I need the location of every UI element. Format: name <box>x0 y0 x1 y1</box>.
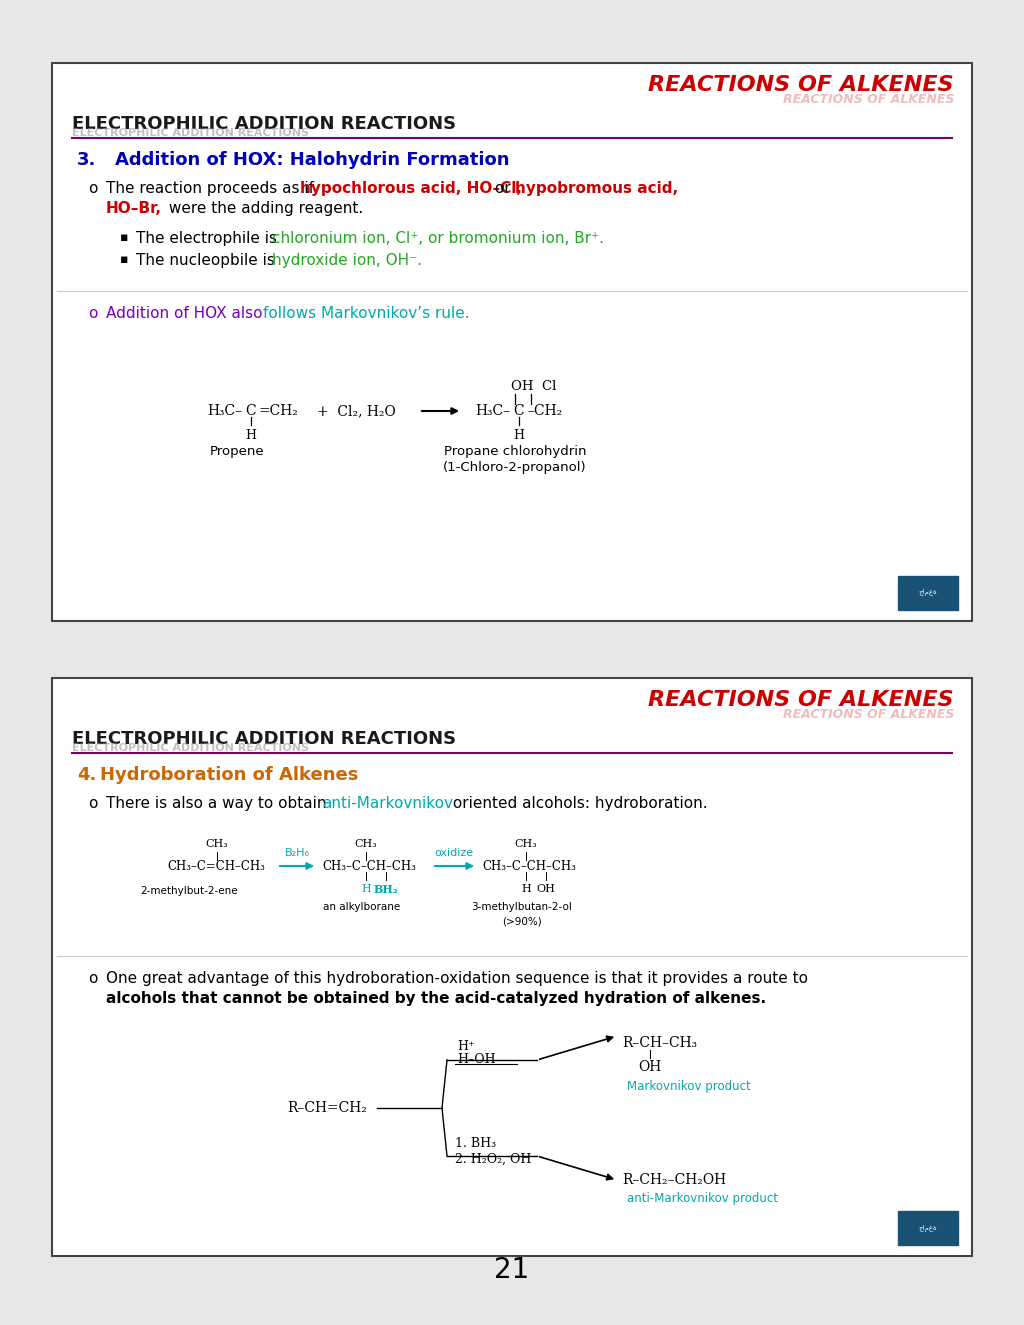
Text: 4.: 4. <box>77 766 96 784</box>
Text: CH₃: CH₃ <box>206 839 228 849</box>
Text: ELECTROPHILIC ADDITION REACTIONS: ELECTROPHILIC ADDITION REACTIONS <box>72 743 309 753</box>
Text: There is also a way to obtain: There is also a way to obtain <box>106 796 332 811</box>
Text: REACTIONS OF ALKENES: REACTIONS OF ALKENES <box>782 93 954 106</box>
Text: CH₃: CH₃ <box>354 839 378 849</box>
Text: REACTIONS OF ALKENES: REACTIONS OF ALKENES <box>648 76 954 95</box>
Text: CH₃–C–CH–CH₃: CH₃–C–CH–CH₃ <box>482 860 575 872</box>
Text: R–CH₂–CH₂OH: R–CH₂–CH₂OH <box>622 1173 726 1187</box>
Text: B₂H₆: B₂H₆ <box>285 848 309 859</box>
Text: R–CH=CH₂: R–CH=CH₂ <box>287 1101 367 1116</box>
Text: +  Cl₂, H₂O: + Cl₂, H₂O <box>317 404 395 417</box>
Text: oxidize: oxidize <box>434 848 473 859</box>
Text: H: H <box>246 429 256 443</box>
Text: Propene: Propene <box>210 445 264 458</box>
Text: 1. BH₃: 1. BH₃ <box>455 1137 496 1150</box>
Text: 2-methylbut-2-ene: 2-methylbut-2-ene <box>140 886 238 896</box>
Text: H₃C–: H₃C– <box>475 404 510 417</box>
Text: H–OH: H–OH <box>457 1053 496 1067</box>
Text: o: o <box>88 182 97 196</box>
Text: oriented alcohols: hydroboration.: oriented alcohols: hydroboration. <box>449 796 708 811</box>
Text: ▪: ▪ <box>120 231 128 244</box>
Text: follows Markovnikov’s rule.: follows Markovnikov’s rule. <box>263 306 470 321</box>
Text: Addition of HOX also: Addition of HOX also <box>106 306 267 321</box>
Text: Propane chlorohydrin: Propane chlorohydrin <box>443 445 587 458</box>
Text: H₃C–: H₃C– <box>207 404 242 417</box>
Text: anti-Markovnikov: anti-Markovnikov <box>322 796 453 811</box>
Text: or: or <box>490 182 515 196</box>
Text: OH: OH <box>638 1060 662 1075</box>
Text: 3.: 3. <box>77 151 96 170</box>
Text: CH₃–C–CH–CH₃: CH₃–C–CH–CH₃ <box>322 860 416 872</box>
Text: hypobromous acid,: hypobromous acid, <box>515 182 678 196</box>
Text: =CH₂: =CH₂ <box>259 404 299 417</box>
Text: chloronium ion, Cl⁺, or bromonium ion, Br⁺.: chloronium ion, Cl⁺, or bromonium ion, B… <box>272 231 604 246</box>
Bar <box>898 576 958 610</box>
Text: an alkylborane: an alkylborane <box>324 902 400 912</box>
Text: CH₃–C=CH–CH₃: CH₃–C=CH–CH₃ <box>167 860 265 872</box>
Text: R–CH–CH₃: R–CH–CH₃ <box>622 1036 697 1049</box>
Text: Addition of HOX: Halohydrin Formation: Addition of HOX: Halohydrin Formation <box>115 151 510 170</box>
Bar <box>52 678 972 1256</box>
Text: H: H <box>361 884 371 894</box>
Text: anti-Markovnikov product: anti-Markovnikov product <box>627 1192 778 1204</box>
Text: The electrophile is: The electrophile is <box>136 231 282 246</box>
Text: Markovnikov product: Markovnikov product <box>627 1080 751 1093</box>
Text: alcohols that cannot be obtained by the acid-catalyzed hydration of alkenes.: alcohols that cannot be obtained by the … <box>106 991 766 1006</box>
Text: o: o <box>88 306 97 321</box>
Text: hydroxide ion, OH⁻.: hydroxide ion, OH⁻. <box>272 253 422 268</box>
Text: Hydroboration of Alkenes: Hydroboration of Alkenes <box>100 766 358 784</box>
Text: were the adding reagent.: were the adding reagent. <box>164 201 364 216</box>
Text: o: o <box>88 971 97 986</box>
Text: H: H <box>521 884 530 894</box>
Text: REACTIONS OF ALKENES: REACTIONS OF ALKENES <box>648 690 954 710</box>
Text: H⁺: H⁺ <box>457 1040 475 1053</box>
Text: H: H <box>513 429 524 443</box>
Bar <box>52 64 972 621</box>
Text: جامعة: جامعة <box>919 1224 937 1231</box>
Text: C: C <box>514 404 524 417</box>
Text: The nucleopbile is: The nucleopbile is <box>136 253 280 268</box>
Text: ▪: ▪ <box>120 253 128 266</box>
Text: One great advantage of this hydroboration-oxidation sequence is that it provides: One great advantage of this hydroboratio… <box>106 971 808 986</box>
Text: o: o <box>88 796 97 811</box>
Text: ELECTROPHILIC ADDITION REACTIONS: ELECTROPHILIC ADDITION REACTIONS <box>72 730 456 749</box>
Text: ELECTROPHILIC ADDITION REACTIONS: ELECTROPHILIC ADDITION REACTIONS <box>72 115 456 132</box>
Text: C: C <box>246 404 256 417</box>
Text: 3-methylbutan-2-ol: 3-methylbutan-2-ol <box>472 902 572 912</box>
Text: جامعة: جامعة <box>919 590 937 596</box>
Text: 2. H₂O₂, OH⁻: 2. H₂O₂, OH⁻ <box>455 1153 538 1166</box>
Text: The reaction proceeds as if: The reaction proceeds as if <box>106 182 318 196</box>
Bar <box>898 1211 958 1245</box>
Text: OH  Cl: OH Cl <box>511 380 556 394</box>
Text: (>90%): (>90%) <box>502 916 542 926</box>
Text: 21: 21 <box>495 1256 529 1284</box>
Text: OH: OH <box>537 884 555 894</box>
Text: REACTIONS OF ALKENES: REACTIONS OF ALKENES <box>782 708 954 721</box>
Text: –CH₂: –CH₂ <box>527 404 562 417</box>
Text: CH₃: CH₃ <box>515 839 538 849</box>
Text: (1-Chloro-2-propanol): (1-Chloro-2-propanol) <box>443 461 587 474</box>
Text: ELECTROPHILIC ADDITION REACTIONS: ELECTROPHILIC ADDITION REACTIONS <box>72 129 309 138</box>
Text: HO–Br,: HO–Br, <box>106 201 162 216</box>
Text: BH₂: BH₂ <box>374 884 398 894</box>
Text: hypochlorous acid, HO–Cl,: hypochlorous acid, HO–Cl, <box>300 182 522 196</box>
